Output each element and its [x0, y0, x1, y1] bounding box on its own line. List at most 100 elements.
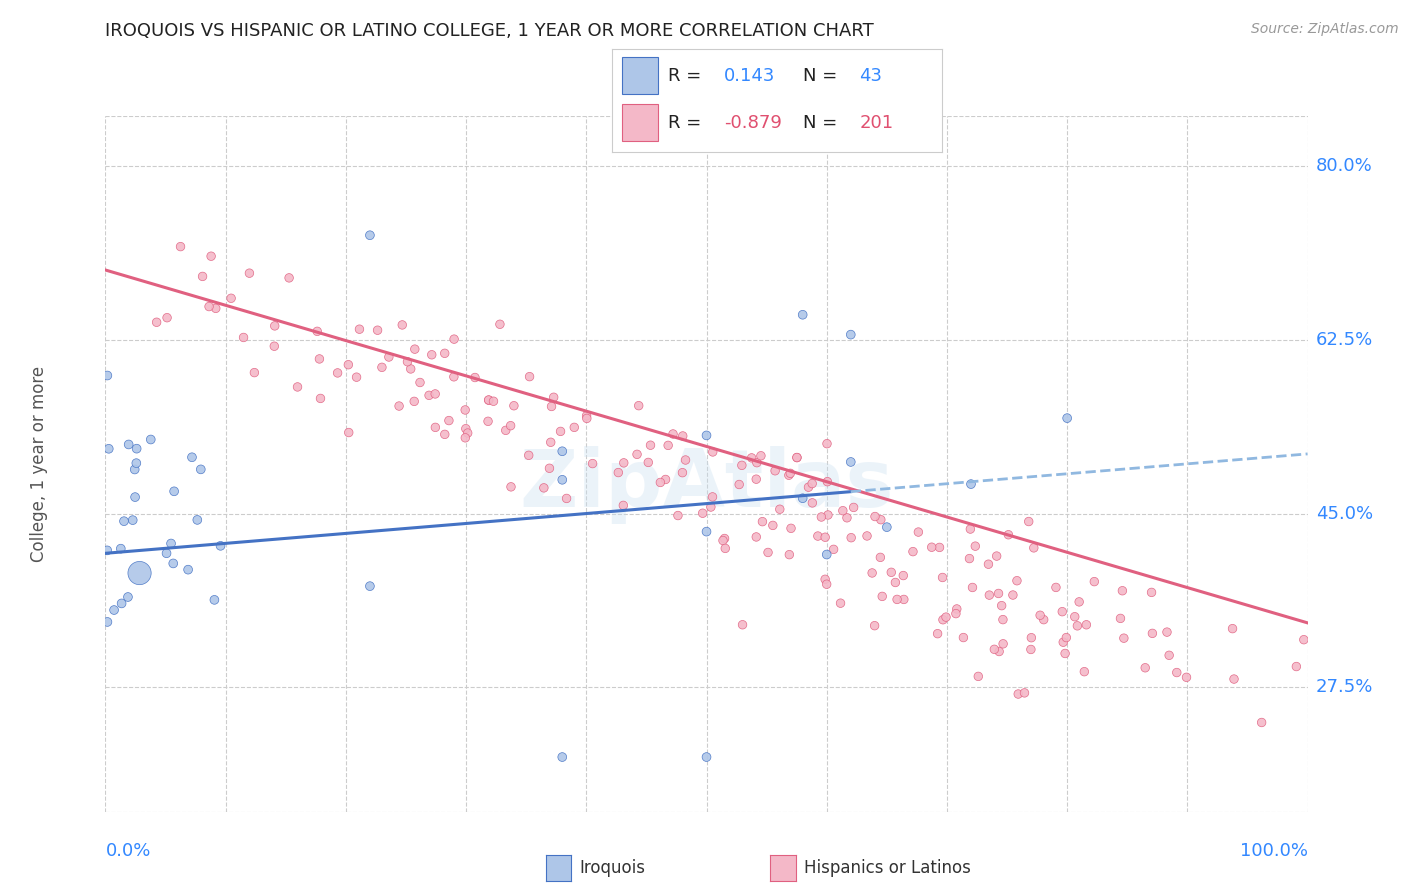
- Point: [745, 472, 768, 486]
- Point: [555, 491, 578, 506]
- Point: [780, 521, 803, 535]
- Point: [997, 527, 1019, 541]
- Point: [988, 644, 1011, 658]
- Text: 100.0%: 100.0%: [1240, 842, 1308, 860]
- Point: [326, 366, 349, 380]
- Point: [991, 637, 1014, 651]
- Point: [863, 618, 886, 632]
- Point: [839, 531, 862, 545]
- Point: [499, 480, 522, 494]
- Point: [886, 592, 908, 607]
- Text: 80.0%: 80.0%: [1316, 157, 1372, 175]
- Point: [801, 496, 824, 510]
- Point: [409, 376, 432, 390]
- Point: [495, 423, 517, 437]
- Text: ZipAtlas: ZipAtlas: [519, 446, 894, 524]
- Point: [869, 513, 891, 527]
- Point: [967, 669, 990, 683]
- Point: [856, 529, 879, 543]
- Point: [1005, 574, 1028, 588]
- Text: Iroquois: Iroquois: [579, 859, 645, 877]
- Point: [517, 448, 540, 462]
- Point: [454, 403, 477, 417]
- Point: [125, 442, 148, 456]
- Point: [1001, 588, 1024, 602]
- Point: [200, 249, 222, 263]
- Point: [792, 491, 814, 506]
- Point: [399, 362, 422, 376]
- Point: [626, 447, 648, 461]
- Point: [538, 461, 561, 475]
- Point: [1029, 608, 1052, 623]
- Point: [1250, 715, 1272, 730]
- Point: [932, 613, 955, 627]
- Point: [786, 450, 808, 465]
- Point: [337, 358, 360, 372]
- Point: [160, 536, 183, 550]
- Point: [692, 506, 714, 520]
- Point: [346, 370, 368, 384]
- Point: [533, 481, 555, 495]
- Point: [1019, 642, 1042, 657]
- Point: [219, 291, 242, 305]
- Point: [756, 545, 779, 559]
- Point: [359, 579, 381, 593]
- Point: [696, 750, 718, 764]
- Point: [745, 456, 768, 470]
- Point: [443, 332, 465, 346]
- Point: [177, 563, 200, 577]
- Point: [962, 581, 984, 595]
- Point: [728, 477, 751, 491]
- Point: [815, 577, 838, 591]
- Point: [935, 610, 957, 624]
- Point: [169, 239, 191, 253]
- Point: [103, 603, 125, 617]
- Point: [110, 596, 132, 610]
- Point: [657, 438, 679, 452]
- Point: [551, 473, 574, 487]
- Point: [309, 392, 332, 406]
- Point: [870, 590, 893, 604]
- Point: [991, 613, 1014, 627]
- Point: [778, 548, 800, 562]
- Point: [437, 413, 460, 427]
- Point: [1063, 609, 1085, 624]
- Point: [124, 490, 146, 504]
- Point: [946, 602, 969, 616]
- Point: [960, 477, 983, 491]
- Point: [519, 369, 541, 384]
- Point: [959, 522, 981, 536]
- Point: [287, 380, 309, 394]
- Point: [1022, 541, 1045, 555]
- Point: [675, 453, 697, 467]
- Text: 43: 43: [859, 67, 883, 85]
- Point: [810, 510, 832, 524]
- Point: [96, 543, 118, 558]
- Point: [457, 425, 479, 440]
- Point: [745, 530, 768, 544]
- Point: [650, 475, 672, 490]
- Point: [425, 387, 447, 401]
- Point: [499, 418, 522, 433]
- Point: [433, 427, 456, 442]
- Point: [110, 541, 132, 556]
- Point: [842, 500, 865, 515]
- Point: [907, 524, 929, 539]
- Point: [696, 524, 718, 539]
- Text: 0.0%: 0.0%: [105, 842, 150, 860]
- Point: [125, 456, 148, 470]
- Text: 62.5%: 62.5%: [1316, 331, 1374, 349]
- Point: [801, 476, 824, 491]
- Point: [404, 394, 426, 409]
- Point: [128, 566, 150, 580]
- Point: [928, 541, 950, 555]
- Point: [118, 437, 141, 451]
- Point: [1109, 611, 1132, 625]
- Point: [478, 393, 501, 408]
- Point: [1021, 631, 1043, 645]
- Point: [163, 484, 186, 499]
- Point: [540, 435, 562, 450]
- Point: [489, 318, 512, 332]
- Point: [308, 351, 330, 366]
- Point: [540, 400, 562, 414]
